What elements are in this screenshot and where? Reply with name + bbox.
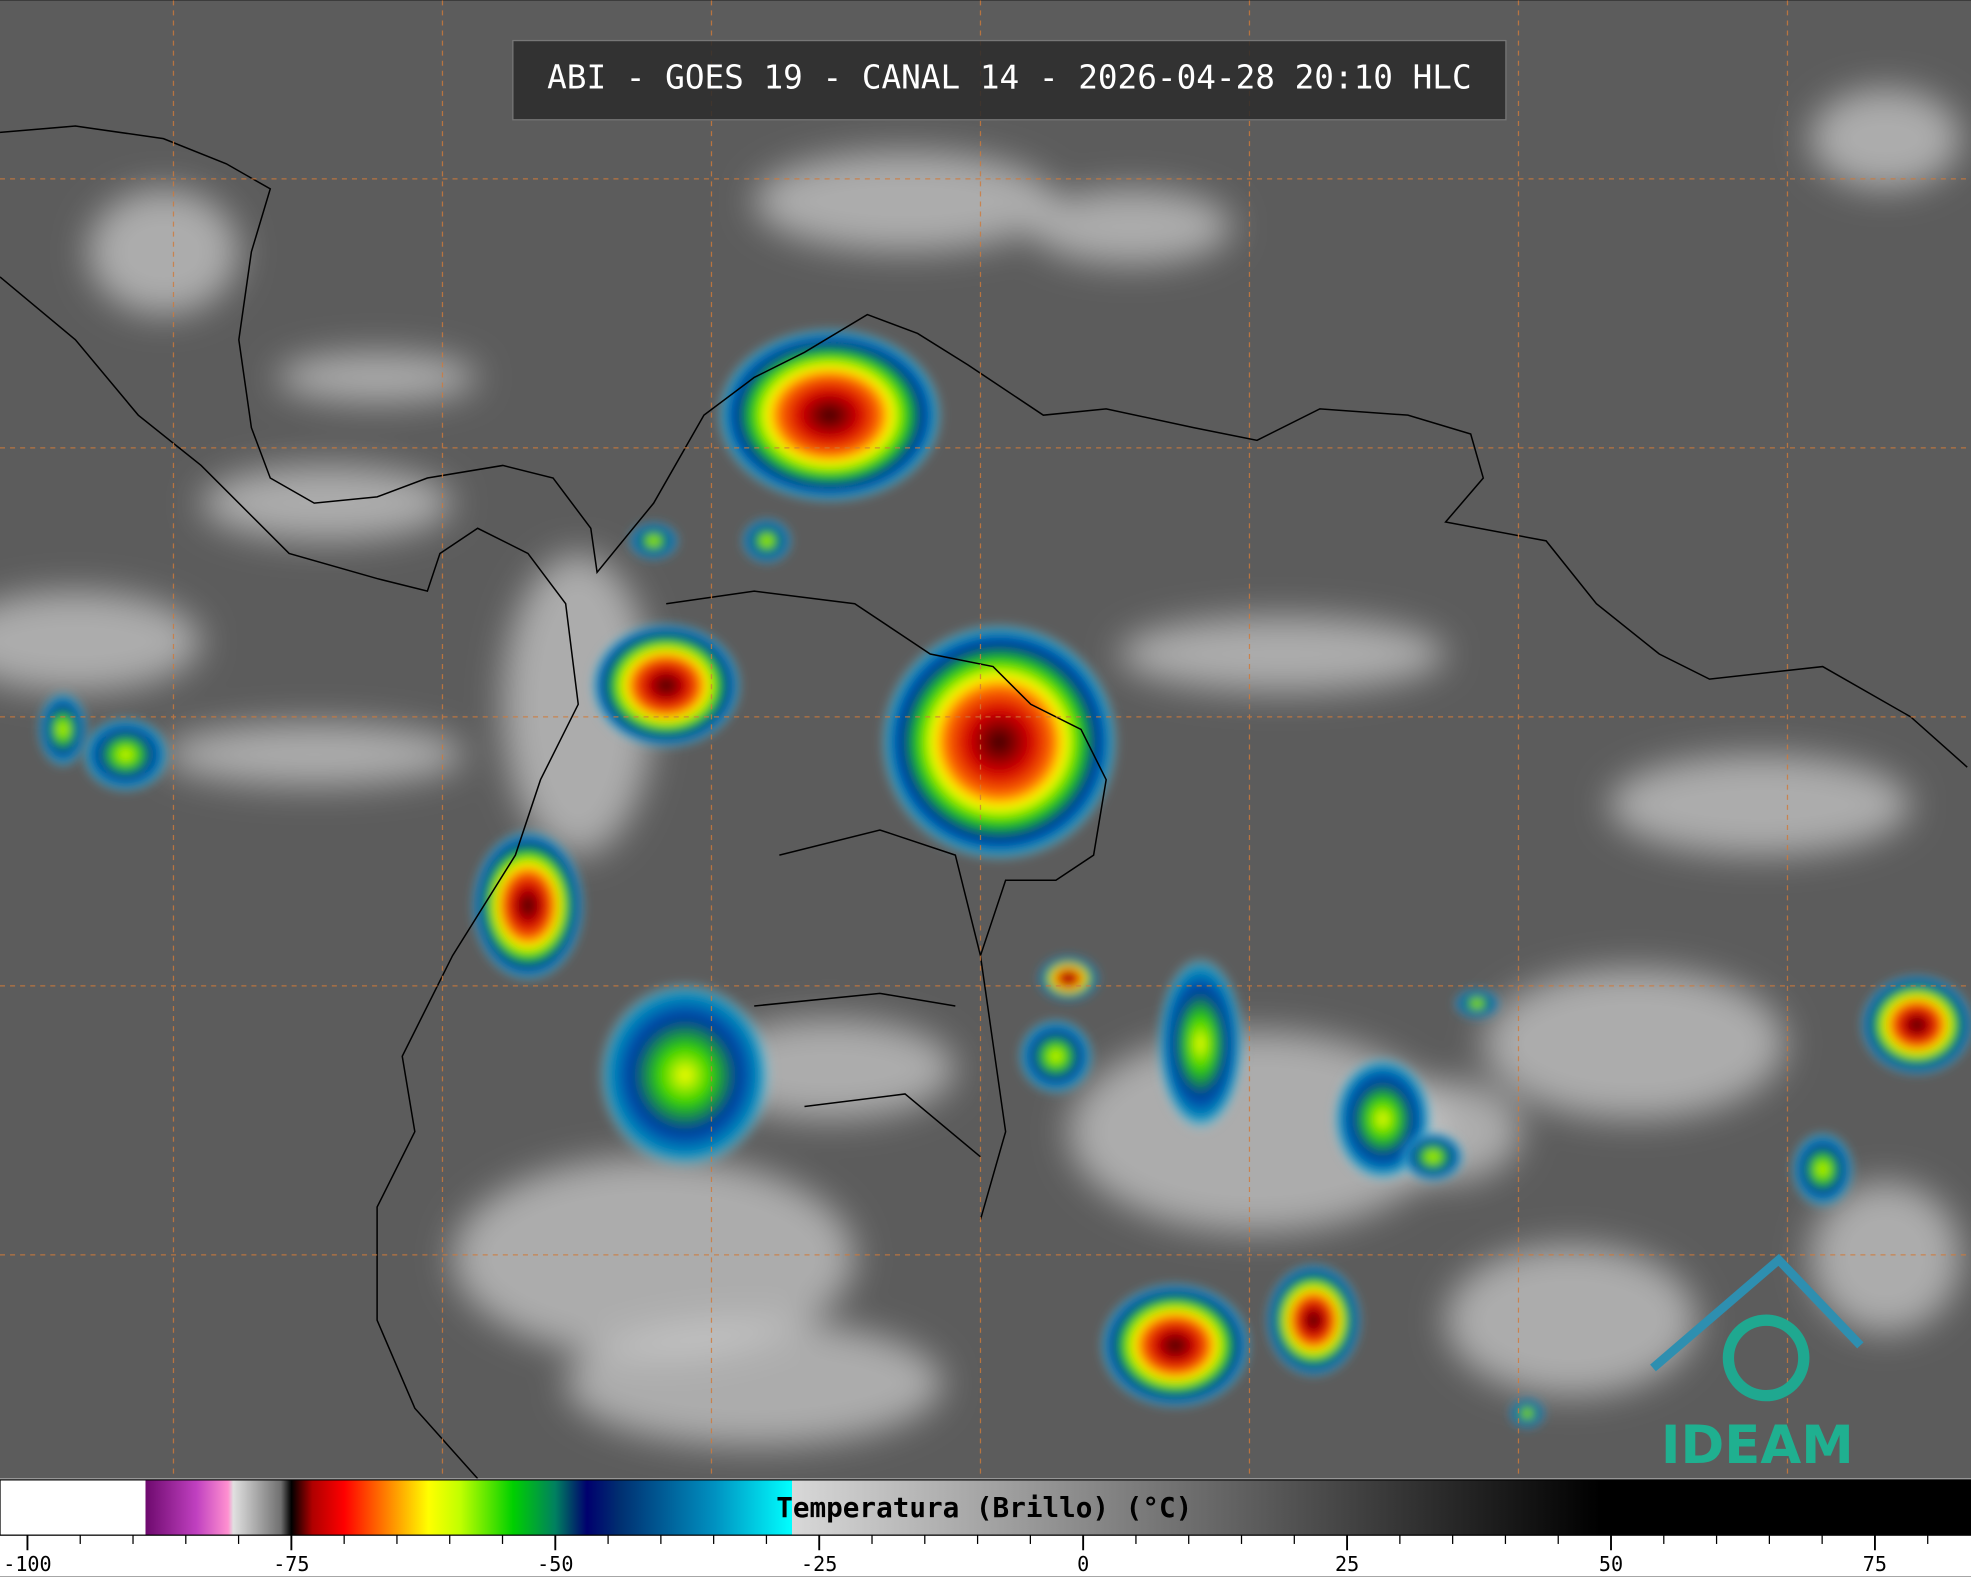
cloud [201, 465, 453, 541]
convective-cloud [590, 622, 742, 749]
logo: IDEAM [1650, 1253, 1864, 1476]
convective-cloud [1038, 955, 1099, 1001]
cloud [1810, 88, 1961, 189]
cloud-layer [0, 88, 1961, 1446]
cloud [1608, 754, 1911, 856]
convective-cloud [1099, 1282, 1251, 1409]
convective-cloud [1860, 974, 1971, 1076]
cloud [1483, 968, 1785, 1120]
cloud [1810, 1181, 1961, 1333]
convective-cloud [1791, 1131, 1855, 1208]
borders [666, 590, 1107, 1220]
coastline [0, 125, 1968, 768]
coastline [0, 276, 580, 1480]
cloud [1445, 1244, 1697, 1396]
cloud [87, 188, 239, 315]
convective-cloud [1509, 1398, 1545, 1429]
convective-cloud [628, 522, 679, 560]
convective-cloud [81, 716, 170, 793]
convective-cloud [879, 622, 1119, 862]
tick-label: 25 [1335, 1552, 1359, 1576]
convective-cloud [597, 980, 774, 1170]
logo-text: IDEAM [1661, 1415, 1854, 1476]
title: ABI - GOES 19 - CANAL 14 - 2026-04-28 20… [547, 59, 1471, 97]
title-box [512, 39, 1507, 121]
tick-label: -75 [273, 1552, 309, 1576]
cloud [452, 1156, 855, 1358]
tick-label: -25 [801, 1552, 837, 1576]
tick-label: -50 [537, 1552, 573, 1576]
convective-cloud [37, 691, 88, 768]
cloud [1118, 616, 1446, 692]
tick-label: 75 [1863, 1552, 1887, 1576]
convective-cloud [741, 518, 792, 564]
tick-label: 0 [1077, 1552, 1089, 1576]
tick-label: 50 [1599, 1552, 1623, 1576]
convective-cloud [716, 327, 943, 504]
cloud [276, 352, 478, 403]
convective-cloud [1401, 1131, 1465, 1182]
graticule [0, 0, 1971, 1479]
logo-roof [1650, 1253, 1864, 1372]
colorbar-label: Temperatura (Brillo) (°C) [776, 1491, 1192, 1524]
tick-label: -100 [3, 1552, 51, 1576]
cloud [754, 151, 1056, 252]
logo-swirl [1722, 1314, 1810, 1402]
convective-cloud [1454, 988, 1500, 1019]
convective-cloud [1156, 955, 1245, 1132]
cloud [565, 1320, 943, 1446]
colorbar-axis: -100 -75 -50 -25 0 25 50 75 [3, 1535, 1929, 1576]
convective-cloud [1265, 1263, 1362, 1377]
cloud [1030, 188, 1232, 265]
colorbar [0, 1479, 1971, 1536]
cloud [0, 591, 202, 692]
coastlines [0, 125, 1968, 1480]
convective-cloud [1018, 1018, 1094, 1094]
convection-layer [37, 327, 1971, 1429]
cloud [163, 723, 466, 786]
convective-cloud [471, 829, 585, 981]
